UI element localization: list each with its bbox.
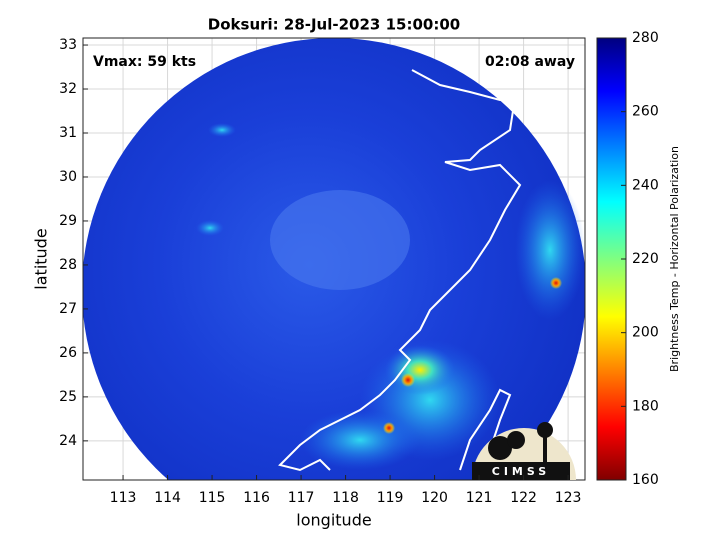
x-tick-label: 113 bbox=[110, 490, 137, 506]
y-tick-label: 29 bbox=[59, 213, 77, 229]
colorbar-label: Brightness Temp - Horizontal Polarizatio… bbox=[668, 146, 681, 372]
colorbar-tick-label: 240 bbox=[632, 177, 659, 193]
x-tick-label: 115 bbox=[199, 490, 226, 506]
x-tick-label: 117 bbox=[288, 490, 315, 506]
y-tick-label: 30 bbox=[59, 169, 77, 185]
chart-title: Doksuri: 28-Jul-2023 15:00:00 bbox=[208, 16, 460, 34]
y-tick-label: 25 bbox=[59, 389, 77, 405]
colorbar-tick-label: 180 bbox=[632, 398, 659, 414]
x-tick-label: 118 bbox=[332, 490, 359, 506]
annotation: 02:08 away bbox=[485, 54, 575, 70]
y-axis-label: latitude bbox=[32, 228, 51, 289]
y-tick-label: 26 bbox=[59, 345, 77, 361]
y-tick-label: 32 bbox=[59, 81, 77, 97]
x-tick-label: 122 bbox=[510, 490, 537, 506]
x-tick-label: 120 bbox=[421, 490, 448, 506]
x-tick-label: 119 bbox=[377, 490, 404, 506]
y-tick-label: 27 bbox=[59, 301, 77, 317]
x-tick-label: 121 bbox=[466, 490, 493, 506]
colorbar-tick-label: 160 bbox=[632, 472, 659, 488]
plot-frame bbox=[82, 37, 586, 481]
annotation: Vmax: 59 kts bbox=[93, 54, 196, 70]
logo-text: CIMSS bbox=[492, 465, 550, 478]
y-tick-label: 28 bbox=[59, 257, 77, 273]
colorbar-tick-label: 200 bbox=[632, 325, 659, 341]
y-tick-label: 33 bbox=[59, 37, 77, 53]
x-tick-label: 123 bbox=[555, 490, 582, 506]
colorbar-tick-label: 220 bbox=[632, 251, 659, 267]
x-axis-label: longitude bbox=[296, 511, 371, 530]
x-tick-label: 114 bbox=[154, 490, 181, 506]
y-tick-label: 24 bbox=[59, 433, 77, 449]
y-tick-label: 31 bbox=[59, 125, 77, 141]
x-tick-label: 116 bbox=[243, 490, 270, 506]
colorbar-tick-label: 260 bbox=[632, 104, 659, 120]
swath bbox=[83, 38, 585, 480]
colorbar-tick-label: 280 bbox=[632, 30, 659, 46]
logo: CIMSS bbox=[472, 422, 576, 480]
